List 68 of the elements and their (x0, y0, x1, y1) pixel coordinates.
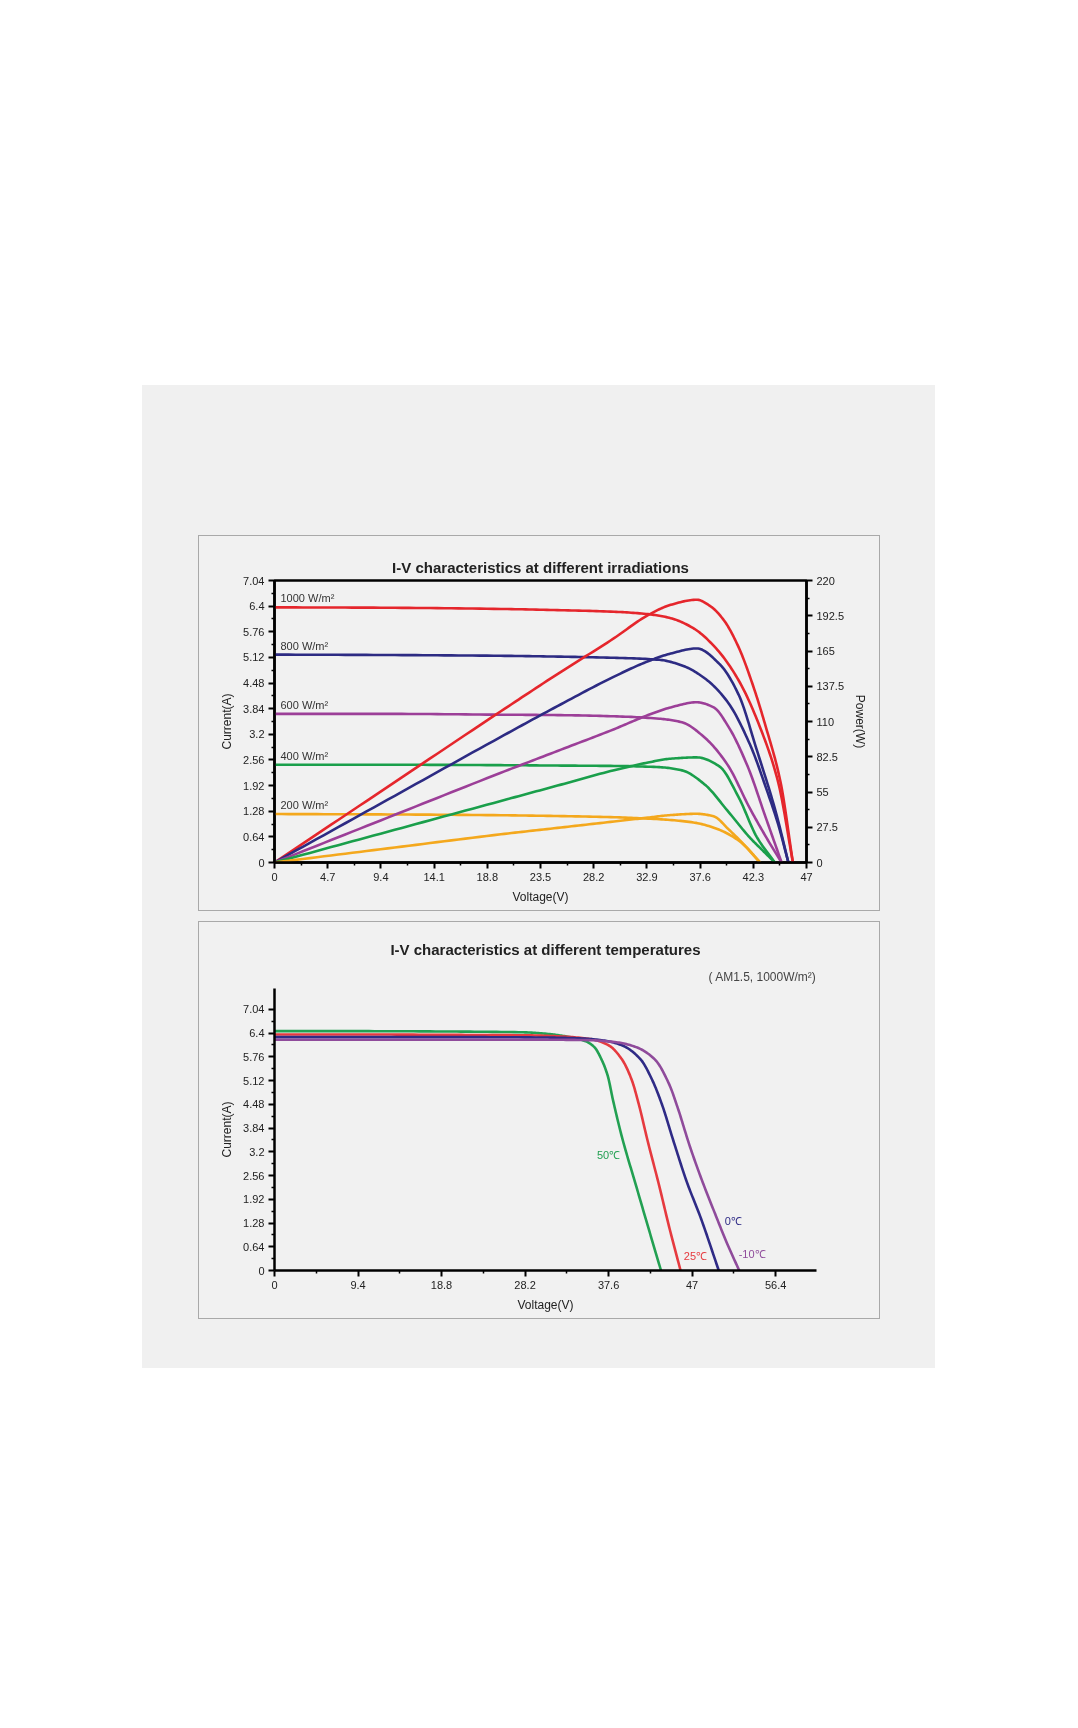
y-tick-label: 2.56 (243, 753, 265, 766)
series-label: 0℃ (724, 1214, 742, 1227)
x-tick-label: 47 (685, 1278, 699, 1291)
x-tick-label: 23.5 (529, 870, 552, 883)
y2-tick-label: 137.5 (816, 680, 845, 693)
y-tick-label: 3.2 (249, 728, 265, 741)
y2-tick-label: 0 (816, 856, 823, 869)
x-tick-label: 28.2 (514, 1278, 536, 1291)
y-tick-label: 6.4 (249, 1027, 265, 1040)
x-tick-label: 18.8 (430, 1278, 453, 1291)
y-tick-label: 2.56 (243, 1169, 265, 1182)
y-tick-label: 3.84 (243, 1122, 265, 1135)
x-tick-label: 0 (271, 870, 278, 883)
series-label: 1000 W/m² (280, 592, 335, 605)
series-label: -10℃ (738, 1247, 766, 1260)
y2-tick-label: 27.5 (816, 821, 838, 834)
series-label: 50℃ (596, 1148, 621, 1161)
y-tick-label: 0.64 (243, 830, 265, 843)
y2-tick-label: 82.5 (816, 750, 838, 763)
y-axis-title: Current(A) (220, 1101, 235, 1158)
y2-tick-label: 192.5 (816, 609, 845, 622)
y-tick-label: 6.4 (249, 600, 265, 613)
y-tick-label: 4.48 (243, 677, 265, 690)
y-tick-label: 5.76 (243, 625, 265, 638)
x-tick-label: 0 (271, 1278, 278, 1291)
y2-axis-title: Power(W) (853, 694, 868, 749)
x-tick-label: 18.8 (476, 870, 499, 883)
x-tick-label: 4.7 (320, 870, 336, 883)
x-tick-label: 9.4 (350, 1278, 366, 1291)
y-tick-label: 1.28 (243, 805, 265, 818)
y-tick-label: 1.28 (243, 1217, 265, 1230)
y-tick-label: 7.04 (243, 1003, 265, 1016)
y-tick-label: 4.48 (243, 1098, 265, 1111)
series-label: 600 W/m² (280, 698, 329, 711)
x-tick-label: 37.6 (689, 870, 711, 883)
x-tick-label: 42.3 (742, 870, 765, 883)
y2-tick-label: 165 (816, 645, 835, 657)
chart-title: I-V characteristics at different irradiations (392, 558, 689, 576)
y-tick-label: 5.12 (243, 1074, 265, 1087)
y-tick-label: 7.04 (243, 574, 265, 587)
x-tick-label: 56.4 (764, 1278, 787, 1291)
x-axis-title: Voltage(V) (512, 889, 569, 904)
y2-tick-label: 220 (816, 574, 835, 587)
y-tick-label: 1.92 (243, 1193, 265, 1206)
y-tick-label: 3.84 (243, 702, 265, 715)
y-tick-label: 5.12 (243, 651, 265, 664)
series-label: 25℃ (683, 1250, 708, 1263)
x-tick-label: 47 (800, 870, 813, 883)
y-tick-label: 3.2 (249, 1145, 265, 1158)
series-label: 200 W/m² (280, 799, 329, 812)
y-tick-label: 0 (258, 856, 265, 869)
y-axis-title: Current(A) (220, 693, 235, 750)
y-tick-label: 0 (258, 1264, 265, 1277)
y-tick-label: 0.64 (243, 1240, 265, 1253)
y-tick-label: 1.92 (243, 779, 265, 792)
chart-subtitle: ( AM1.5, 1000W/m²) (708, 969, 816, 984)
x-axis-title: Voltage(V) (517, 1297, 574, 1312)
x-tick-label: 9.4 (373, 870, 389, 883)
x-tick-label: 28.2 (583, 870, 605, 883)
y2-tick-label: 110 (816, 715, 835, 728)
chart-title: I-V characteristics at different temperatures (390, 940, 701, 958)
x-tick-label: 32.9 (636, 870, 658, 883)
x-tick-label: 14.1 (423, 870, 445, 883)
y-tick-label: 5.76 (243, 1050, 265, 1063)
series-label: 400 W/m² (280, 749, 329, 762)
series-label: 800 W/m² (280, 639, 329, 652)
x-tick-label: 37.6 (597, 1278, 620, 1291)
y2-tick-label: 55 (816, 786, 829, 798)
